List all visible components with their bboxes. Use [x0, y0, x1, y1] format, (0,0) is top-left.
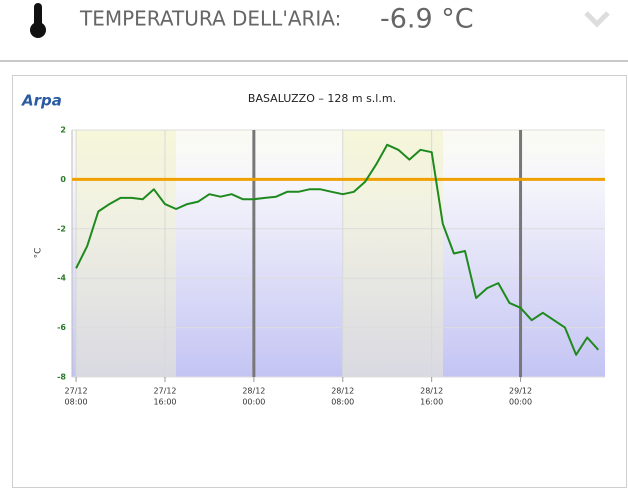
x-tick-label: 00:00	[242, 398, 265, 407]
y-tick-label: -2	[57, 224, 66, 233]
x-tick-label: 08:00	[331, 398, 354, 407]
y-tick-label: -6	[57, 323, 66, 332]
x-tick-label: 00:00	[509, 398, 532, 407]
x-tick-label: 27/12	[65, 387, 88, 396]
y-tick-label: -8	[57, 373, 66, 382]
x-tick-label: 29/12	[509, 387, 532, 396]
x-tick-label: 08:00	[65, 398, 88, 407]
y-axis-label: °C	[34, 248, 44, 259]
x-tick-label: 16:00	[153, 398, 176, 407]
temperature-line	[75, 143, 600, 356]
daylight-band	[76, 130, 176, 377]
x-tick-label: 27/12	[153, 387, 176, 396]
x-tick-label: 16:00	[420, 398, 443, 407]
chart-title: BASALUZZO – 128 m s.l.m.	[248, 92, 396, 105]
header-title: TEMPERATURA DELL'ARIA:	[79, 7, 341, 31]
y-tick-label: 2	[60, 126, 66, 135]
thermometer-icon	[30, 3, 46, 38]
y-tick-label: 0	[60, 175, 66, 184]
logo: Arpa	[21, 92, 62, 110]
x-tick-label: 28/12	[331, 387, 354, 396]
expand-chevron[interactable]	[584, 11, 610, 28]
daylight-band	[343, 130, 443, 377]
header-value: -6.9 °C	[380, 4, 474, 35]
header-bar	[0, 0, 628, 61]
y-tick-label: -4	[57, 274, 66, 283]
x-tick-label: 28/12	[420, 387, 443, 396]
x-tick-label: 28/12	[242, 387, 265, 396]
